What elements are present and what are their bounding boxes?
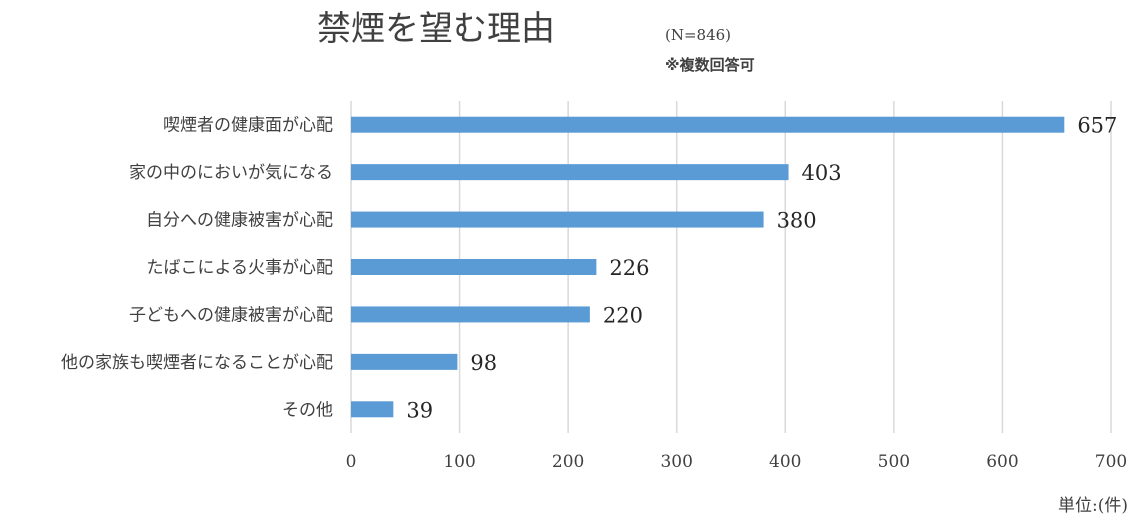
x-tick-label: 0 [346,452,357,472]
category-label: 他の家族も喫煙者になることが心配 [61,353,333,373]
data-label: 39 [406,398,433,422]
data-label: 657 [1077,114,1117,138]
bar-0 [351,116,1065,133]
category-label: たばこによる火事が心配 [147,258,334,278]
category-labels: 喫煙者の健康面が心配家の中のにおいが気になる自分への健康被害が心配たばこによる火… [61,116,333,421]
data-label: 403 [802,161,842,185]
chart-subtitle: ※複数回答可 [665,56,755,74]
x-tick-label: 300 [660,452,692,472]
bars [351,116,1065,418]
chart-title-group: 禁煙を望む理由 (N=846) ※複数回答可 [317,9,755,74]
x-tick-label: 600 [986,452,1018,472]
data-label: 380 [777,209,817,233]
bar-4 [351,306,590,323]
bar-3 [351,259,597,275]
chart-sample-size: (N=846) [665,26,731,44]
bar-1 [351,164,789,181]
data-label: 226 [609,256,649,280]
bar-5 [351,353,458,370]
bar-6 [351,401,394,418]
x-tick-label: 700 [1095,452,1127,472]
x-axis-tick-labels: 0 100 200 300 400 500 600 700 [346,452,1128,472]
x-tick-label: 200 [552,452,584,472]
category-label: 子どもへの健康被害が心配 [129,305,333,325]
data-label: 98 [470,351,497,375]
unit-label: 単位:(件) [1058,496,1128,516]
data-label: 220 [603,303,643,327]
category-label: 自分への健康被害が心配 [146,211,333,231]
category-label: 家の中のにおいが気になる [129,163,333,183]
category-label: その他 [282,400,333,420]
x-tick-label: 400 [769,452,801,472]
x-tick-label: 100 [443,452,475,472]
bar-2 [351,211,764,228]
data-labels: 657 403 380 226 220 98 39 [406,114,1117,423]
category-label: 喫煙者の健康面が心配 [163,116,333,136]
chart-title: 禁煙を望む理由 [317,9,555,49]
x-tick-label: 500 [878,452,910,472]
